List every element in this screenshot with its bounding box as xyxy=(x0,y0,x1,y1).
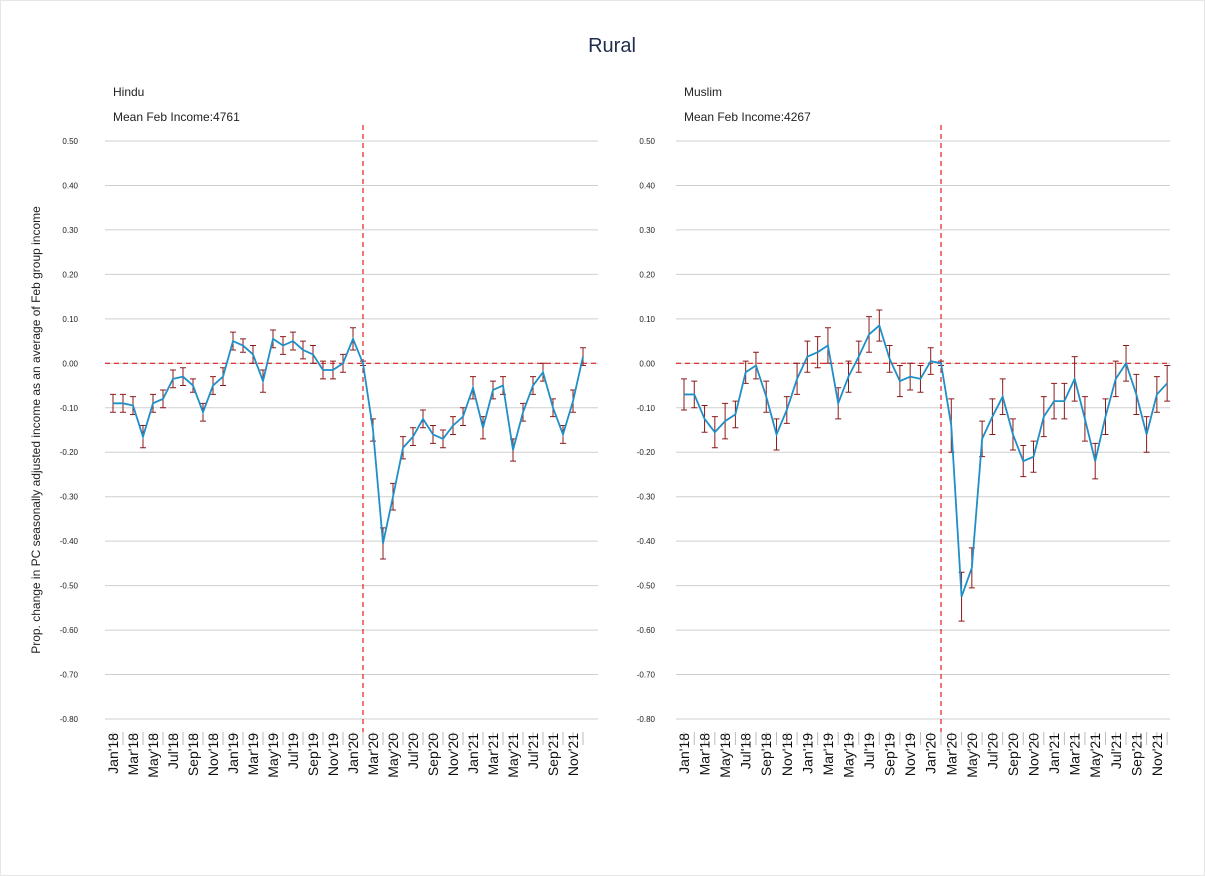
y-tick-label: 0.20 xyxy=(62,270,78,279)
y-tick-label: -0.40 xyxy=(637,537,656,546)
y-tick-label: 0.10 xyxy=(62,315,78,324)
x-tick-label: Jan'18 xyxy=(105,733,121,774)
x-tick-label: Mar'20 xyxy=(365,733,381,776)
y-tick-label: 0.00 xyxy=(62,359,78,368)
x-tick-label: May'21 xyxy=(505,733,521,778)
x-tick-label: Mar'19 xyxy=(245,733,261,776)
x-tick-label: May'21 xyxy=(1087,733,1103,778)
x-tick-label: Sep'21 xyxy=(1128,733,1144,776)
y-tick-label: 0.50 xyxy=(62,137,78,146)
y-tick-label: -0.70 xyxy=(637,671,656,680)
x-tick-label: Sep'20 xyxy=(1005,733,1021,776)
y-tick-label: -0.10 xyxy=(637,404,656,413)
y-tick-label: -0.50 xyxy=(60,582,79,591)
x-tick-label: Jul'18 xyxy=(165,733,181,769)
x-tick-label: Sep'19 xyxy=(882,733,898,776)
x-tick-label: Mar'21 xyxy=(485,733,501,776)
x-tick-label: Jan'21 xyxy=(1046,733,1062,774)
x-tick-label: Jan'19 xyxy=(225,733,241,774)
series-line xyxy=(113,336,584,544)
x-tick-label: Jul'20 xyxy=(984,733,1000,769)
x-tick-label: Nov'20 xyxy=(1026,733,1042,776)
y-tick-label: -0.20 xyxy=(637,448,656,457)
x-tick-label: Jan'19 xyxy=(799,733,815,774)
x-tick-label: Sep'20 xyxy=(425,733,441,776)
y-tick-label: -0.20 xyxy=(60,448,79,457)
y-tick-label: -0.50 xyxy=(637,582,656,591)
y-tick-label: -0.70 xyxy=(60,671,79,680)
x-tick-label: Jan'20 xyxy=(345,733,361,774)
panel-subtitle: Mean Feb Income:4761 xyxy=(113,110,240,124)
x-tick-label: Nov'18 xyxy=(779,733,795,776)
x-tick-label: May'20 xyxy=(964,733,980,778)
x-tick-label: Nov'18 xyxy=(205,733,221,776)
x-tick-label: Jan'20 xyxy=(923,733,939,774)
x-tick-label: May'19 xyxy=(840,733,856,778)
x-tick-label: Jan'21 xyxy=(465,733,481,774)
x-tick-label: Jan'18 xyxy=(676,733,692,774)
y-tick-label: -0.30 xyxy=(60,493,79,502)
y-tick-label: -0.40 xyxy=(60,537,79,546)
y-tick-label: 0.30 xyxy=(62,226,78,235)
x-tick-label: Mar'18 xyxy=(125,733,141,776)
x-tick-label: Jul'18 xyxy=(738,733,754,769)
y-tick-label: -0.10 xyxy=(60,404,79,413)
y-tick-label: 0.30 xyxy=(639,226,655,235)
x-tick-label: Jul'19 xyxy=(861,733,877,769)
y-tick-label: -0.80 xyxy=(637,715,656,724)
figure-title: Rural xyxy=(588,35,636,57)
x-tick-label: May'18 xyxy=(717,733,733,778)
x-tick-label: Mar'20 xyxy=(943,733,959,776)
x-tick-label: Nov'19 xyxy=(902,733,918,776)
x-tick-label: Nov'21 xyxy=(1149,733,1165,776)
x-tick-label: Nov'21 xyxy=(565,733,581,776)
y-tick-label: -0.30 xyxy=(637,493,656,502)
y-tick-label: -0.60 xyxy=(60,626,79,635)
series-line xyxy=(684,323,1168,598)
x-tick-label: Mar'19 xyxy=(820,733,836,776)
x-tick-label: Sep'18 xyxy=(185,733,201,776)
x-tick-label: Mar'18 xyxy=(697,733,713,776)
x-tick-label: May'18 xyxy=(145,733,161,778)
x-tick-label: Sep'18 xyxy=(758,733,774,776)
x-tick-label: Jul'21 xyxy=(1108,733,1124,769)
x-tick-label: Jul'19 xyxy=(285,733,301,769)
y-tick-label: -0.80 xyxy=(60,715,79,724)
y-tick-label: 0.00 xyxy=(639,359,655,368)
x-tick-label: Sep'21 xyxy=(545,733,561,776)
y-tick-label: 0.40 xyxy=(639,181,655,190)
x-tick-label: Mar'21 xyxy=(1067,733,1083,776)
y-tick-label: -0.60 xyxy=(637,626,656,635)
x-tick-label: Jul'20 xyxy=(405,733,421,769)
x-tick-label: Jul'21 xyxy=(525,733,541,769)
x-tick-label: Sep'19 xyxy=(305,733,321,776)
panel-title: Muslim xyxy=(684,85,722,99)
y-tick-label: 0.20 xyxy=(639,270,655,279)
x-tick-label: May'20 xyxy=(385,733,401,778)
panel-title: Hindu xyxy=(113,85,144,99)
y-tick-label: 0.40 xyxy=(62,181,78,190)
panel-subtitle: Mean Feb Income:4267 xyxy=(684,110,811,124)
x-tick-label: Nov'20 xyxy=(445,733,461,776)
x-tick-label: Nov'19 xyxy=(325,733,341,776)
y-tick-label: 0.50 xyxy=(639,137,655,146)
y-axis-label: Prop. change in PC seasonally adjusted i… xyxy=(29,206,43,654)
y-tick-label: 0.10 xyxy=(639,315,655,324)
x-tick-label: May'19 xyxy=(265,733,281,778)
